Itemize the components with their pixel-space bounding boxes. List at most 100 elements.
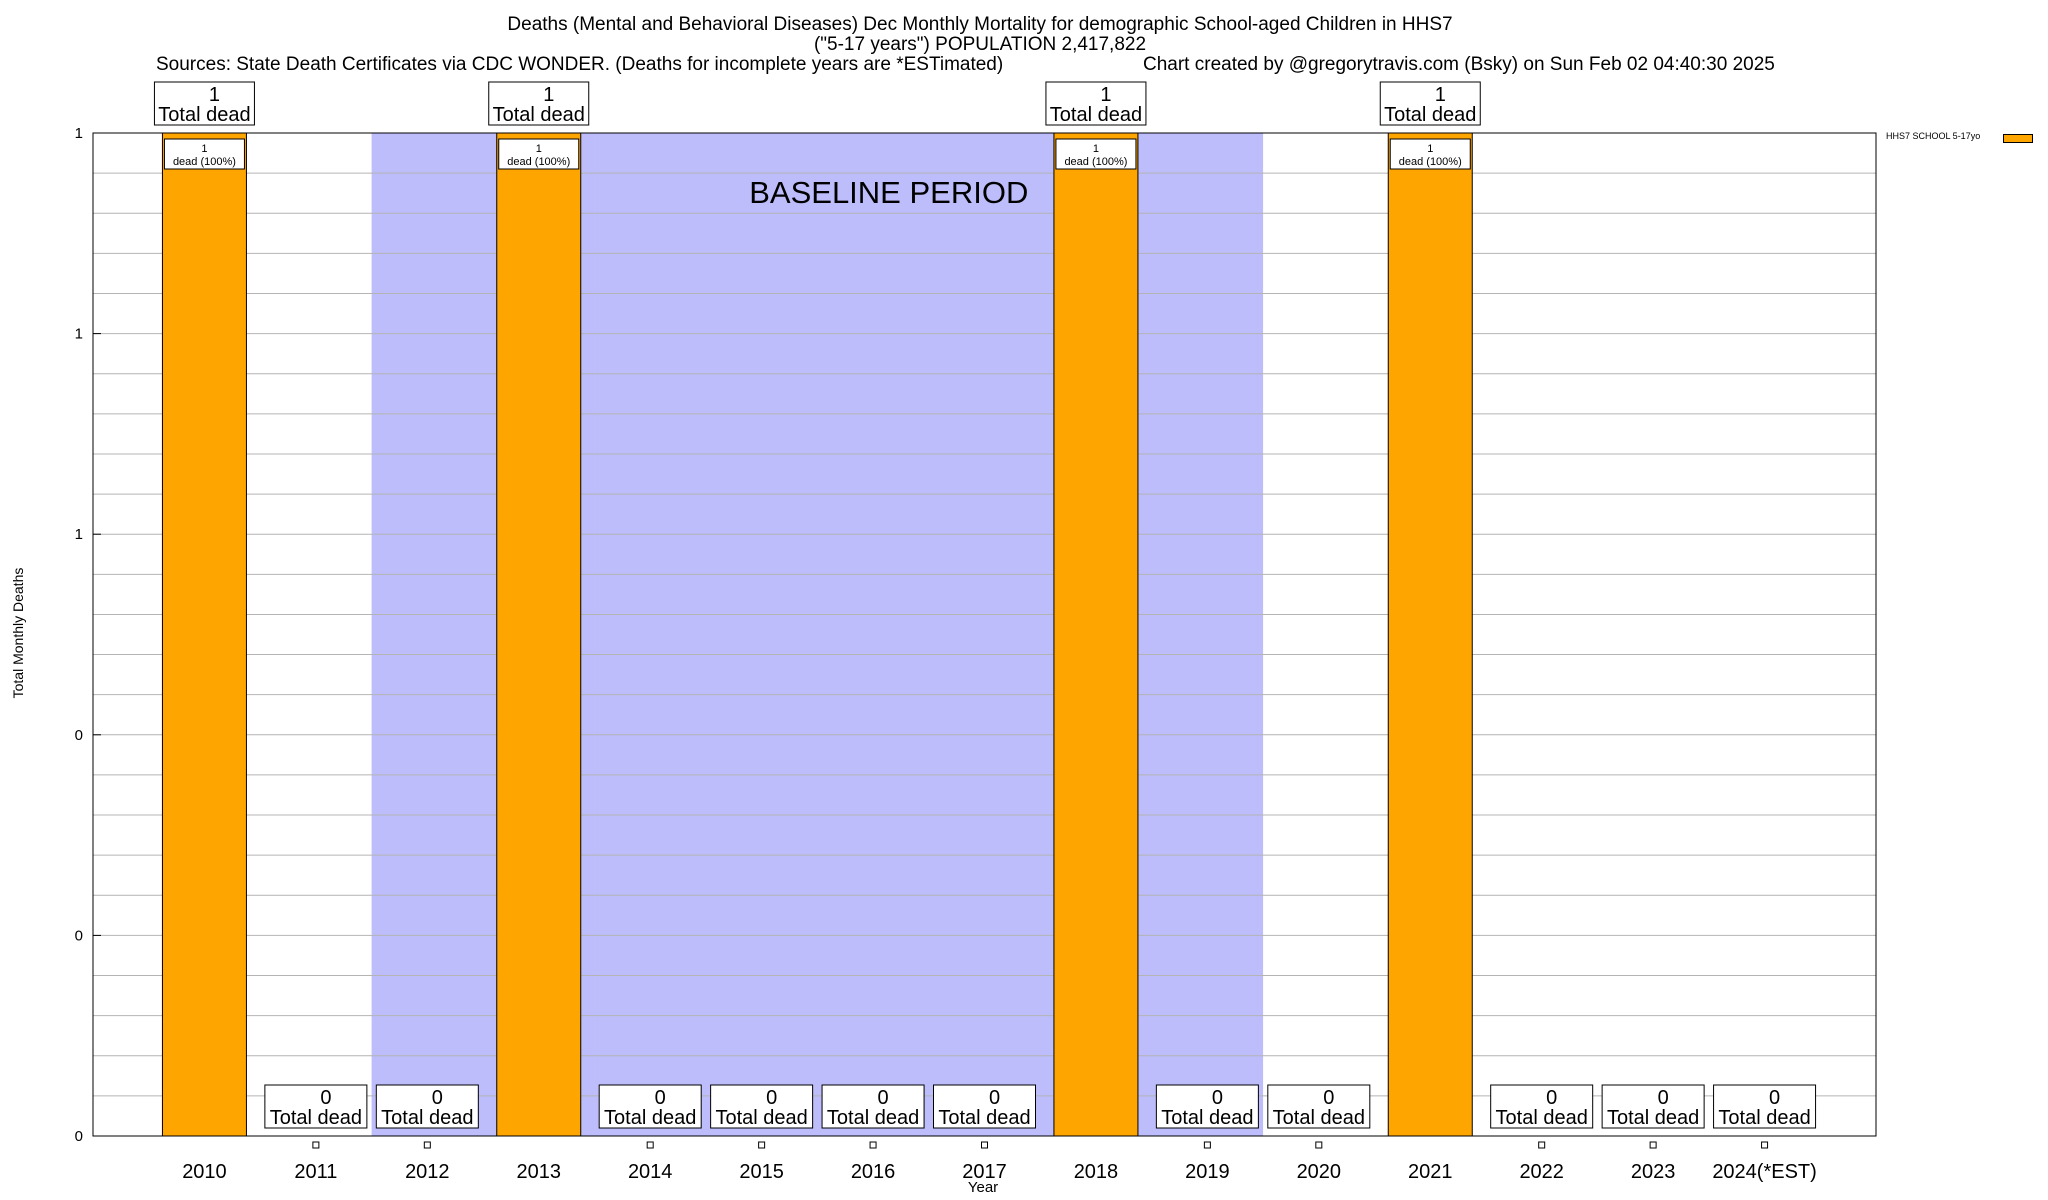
zero-marker [1649,1141,1657,1149]
y-tick-label: 0 [75,1128,83,1145]
x-axis-label: Year [967,1179,999,1196]
zero-marker [1203,1141,1211,1149]
total-label-box [1045,81,1147,126]
total-label-text: Total dead [1496,1107,1588,1129]
legend-swatch [2003,134,2033,143]
baseline-band [594,133,1264,1136]
total-label-text: Total dead [1384,104,1476,126]
total-label-value: 0 [1212,1087,1223,1109]
total-label-text: Total dead [1161,1107,1253,1129]
total-label-value: 0 [878,1087,889,1109]
total-label-value: 1 [543,84,554,106]
total-label-box [1490,1084,1594,1129]
total-label-value: 0 [766,1087,777,1109]
total-label-text: Total dead [1718,1107,1810,1129]
total-label-text: Total dead [1273,1107,1365,1129]
zero-marker [312,1141,320,1149]
total-label-value: 0 [432,1087,443,1109]
total-label-box [933,1084,1036,1129]
zero-marker [981,1141,988,1149]
total-label-box [598,1084,702,1129]
total-label-value: 1 [1435,84,1446,106]
x-tick-label: 2020 [1297,1161,1342,1183]
zero-marker [423,1141,431,1149]
bar-label-value: 1 [1093,143,1099,155]
total-label-box [1379,81,1481,126]
y-tick-label: 1 [75,526,83,543]
zero-marker [1761,1141,1769,1149]
x-tick-label: 2022 [1519,1161,1564,1183]
total-label-value: 0 [1769,1087,1780,1109]
total-label-value: 0 [1546,1087,1557,1109]
y-tick-label: 1 [75,125,83,142]
x-tick-label: 2023 [1631,1161,1676,1183]
x-tick-label: 2013 [517,1161,562,1183]
baseline-label: BASELINE PERIOD [749,175,1028,210]
x-tick-label: 2012 [405,1161,450,1183]
total-label-text: Total dead [158,104,250,126]
total-label-box [153,81,255,126]
x-tick-label: 2024(*EST) [1712,1161,1817,1183]
total-label-text: Total dead [715,1107,807,1129]
chart-title: Deaths (Mental and Behavioral Diseases) … [507,14,1453,35]
plot-border [92,132,1877,1137]
total-label-text: Total dead [493,104,585,126]
total-label-value: 0 [1323,1087,1334,1109]
total-label-text: Total dead [938,1107,1030,1129]
x-tick-label: 2021 [1408,1161,1453,1183]
chart-credit: Chart created by @gregorytravis.com (Bsk… [1143,54,1775,75]
total-label-box [1155,1084,1259,1129]
total-label-value: 0 [989,1087,1000,1109]
zero-marker [646,1141,654,1149]
total-label-value: 0 [655,1087,666,1109]
zero-marker [1315,1141,1323,1149]
total-label-text: Total dead [1050,104,1142,126]
x-tick-label: 2017 [962,1161,1007,1183]
total-label-text: Total dead [1607,1107,1699,1129]
bar-label-box [1389,138,1471,170]
x-tick-label: 2019 [1185,1161,1230,1183]
bar-label-box [163,138,245,170]
bar-label-box [1055,138,1137,170]
total-label-box [1267,1084,1371,1129]
total-label-box [488,81,590,126]
total-label-value: 0 [1658,1087,1669,1109]
chart-sources: Sources: State Death Certificates via CD… [156,54,1004,75]
bar [1053,132,1139,1137]
y-tick-label: 1 [75,326,83,343]
bar-label-pct: dead (100%) [1064,156,1127,168]
total-label-box [1601,1084,1705,1129]
zero-marker [869,1141,877,1149]
bar-label-value: 1 [201,143,207,155]
total-label-box [1713,1084,1817,1129]
x-tick-label: 2014 [628,1161,673,1183]
bar [1387,132,1473,1137]
bar-label-pct: dead (100%) [1399,156,1462,168]
bar-label-value: 1 [1427,143,1433,155]
x-tick-label: 2018 [1074,1161,1119,1183]
bar [161,132,247,1137]
x-tick-label: 2015 [739,1161,784,1183]
total-label-text: Total dead [604,1107,696,1129]
total-label-value: 0 [320,1087,331,1109]
zero-marker [758,1141,766,1149]
bar-label-box [498,138,580,170]
x-tick-label: 2016 [851,1161,896,1183]
zero-marker [1538,1141,1546,1149]
bar-label-pct: dead (100%) [173,156,236,168]
total-label-text: Total dead [270,1107,362,1129]
total-label-text: Total dead [381,1107,473,1129]
total-label-text: Total dead [827,1107,919,1129]
y-axis-label: Total Monthly Deaths [10,567,26,699]
x-tick-label: 2011 [294,1161,337,1183]
y-tick-label: 0 [75,927,83,944]
total-label-box [821,1084,925,1129]
y-tick-label: 0 [75,727,83,744]
total-label-value: 1 [209,84,220,106]
x-tick-label: 2010 [182,1161,227,1183]
chart-subtitle: ("5-17 years") POPULATION 2,417,822 [813,34,1147,55]
total-label-box [375,1084,479,1129]
legend-label: HHS7 SCHOOL 5-17yo [1886,131,1981,141]
total-label-box [264,1084,368,1129]
